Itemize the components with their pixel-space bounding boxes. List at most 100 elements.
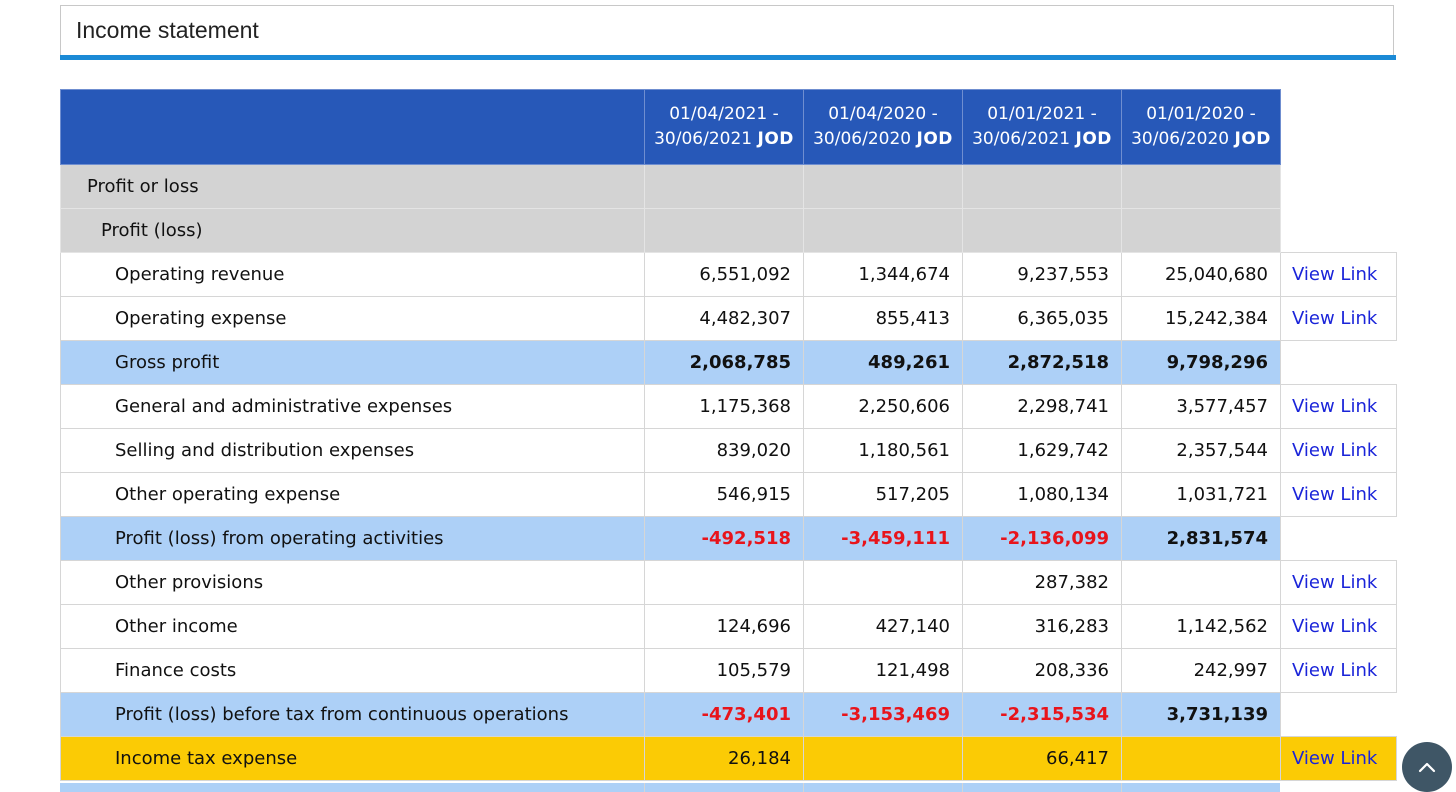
value-cell: -3,153,469 [803, 692, 963, 737]
table-row: Finance costs 105,579 121,498 208,336 242,99… [60, 648, 1397, 693]
value-cell: 1,031,721 [1121, 472, 1281, 517]
view-link[interactable]: View Link [1280, 296, 1397, 341]
table-row: Profit (loss) before tax from continuous… [60, 692, 1397, 737]
view-link[interactable]: View Link [1280, 560, 1397, 605]
view-link[interactable]: View Link [1280, 252, 1397, 297]
value-cell: 4,482,307 [644, 296, 804, 341]
column-header: 01/04/2021 - 30/06/2021 JOD [644, 89, 804, 165]
table-row: Operating revenue 6,551,092 1,344,674 9,237… [60, 252, 1397, 297]
column-header: 01/01/2020 - 30/06/2020 JOD [1121, 89, 1281, 165]
value-cell: 6,551,092 [644, 252, 804, 297]
table-row: General and administrative expenses 1,175… [60, 384, 1397, 429]
value-cell [803, 736, 963, 781]
view-link[interactable]: View Link [1280, 736, 1397, 781]
cell-divider [644, 783, 645, 792]
value-cell: 105,579 [644, 648, 804, 693]
value-cell [1121, 164, 1281, 209]
value-cell: 1,175,368 [644, 384, 804, 429]
value-cell [644, 164, 804, 209]
column-currency: JOD [757, 129, 794, 149]
table-row: Other provisions 287,382 View Link [60, 560, 1397, 605]
value-cell: 66,417 [962, 736, 1122, 781]
column-date-range: 01/01/2020 - 30/06/2020 [1131, 104, 1256, 149]
value-cell: -2,315,534 [962, 692, 1122, 737]
value-cell [803, 208, 963, 253]
column-currency: JOD [916, 129, 953, 149]
value-cell: -473,401 [644, 692, 804, 737]
column-currency: JOD [1075, 129, 1112, 149]
row-label: Profit or loss [60, 164, 645, 209]
scroll-to-top-button[interactable] [1402, 742, 1452, 792]
table-row: Income tax expense 26,184 66,417 View Link [60, 736, 1397, 781]
value-cell: 855,413 [803, 296, 963, 341]
value-cell: 15,242,384 [1121, 296, 1281, 341]
row-label: Selling and distribution expenses [60, 428, 645, 473]
value-cell: 2,068,785 [644, 340, 804, 385]
column-currency: JOD [1234, 129, 1271, 149]
value-cell: 3,731,139 [1121, 692, 1281, 737]
value-cell: 124,696 [644, 604, 804, 649]
value-cell: 2,831,574 [1121, 516, 1281, 561]
value-cell: -492,518 [644, 516, 804, 561]
value-cell: 517,205 [803, 472, 963, 517]
row-label: Other income [60, 604, 645, 649]
value-cell: 839,020 [644, 428, 804, 473]
value-cell: 121,498 [803, 648, 963, 693]
value-cell: 2,357,544 [1121, 428, 1281, 473]
view-link[interactable]: View Link [1280, 472, 1397, 517]
link-empty-cell [1280, 692, 1397, 737]
link-empty-cell [1280, 164, 1397, 209]
income-statement-table: 01/04/2021 - 30/06/2021 JOD 01/04/2020 -… [60, 89, 1397, 781]
section-title: Income statement [76, 17, 259, 43]
view-link[interactable]: View Link [1280, 648, 1397, 693]
value-cell: 546,915 [644, 472, 804, 517]
column-header: 01/01/2021 - 30/06/2021 JOD [962, 89, 1122, 165]
header-blank-cell [1280, 89, 1397, 165]
row-label: Other provisions [60, 560, 645, 605]
cell-divider [1121, 783, 1122, 792]
value-cell [644, 560, 804, 605]
value-cell: 1,180,561 [803, 428, 963, 473]
value-cell: 1,344,674 [803, 252, 963, 297]
value-cell [803, 560, 963, 605]
column-date-range: 01/04/2021 - 30/06/2021 [654, 104, 779, 149]
row-label: Finance costs [60, 648, 645, 693]
value-cell: 2,872,518 [962, 340, 1122, 385]
value-cell: 1,142,562 [1121, 604, 1281, 649]
column-header: 01/04/2020 - 30/06/2020 JOD [803, 89, 963, 165]
view-link[interactable]: View Link [1280, 604, 1397, 649]
value-cell [1121, 736, 1281, 781]
view-link[interactable]: View Link [1280, 428, 1397, 473]
value-cell [644, 208, 804, 253]
value-cell [962, 208, 1122, 253]
table-row: Other operating expense 546,915 517,205 1,0… [60, 472, 1397, 517]
value-cell [1121, 208, 1281, 253]
table-row: Selling and distribution expenses 839,020… [60, 428, 1397, 473]
value-cell: 2,298,741 [962, 384, 1122, 429]
table-row-partial [60, 783, 1280, 792]
value-cell: 316,283 [962, 604, 1122, 649]
value-cell: 242,997 [1121, 648, 1281, 693]
row-label: Gross profit [60, 340, 645, 385]
value-cell: 9,798,296 [1121, 340, 1281, 385]
row-label: Other operating expense [60, 472, 645, 517]
row-label: Operating expense [60, 296, 645, 341]
link-empty-cell [1280, 340, 1397, 385]
cell-divider [803, 783, 804, 792]
row-label: Profit (loss) before tax from continuous… [60, 692, 645, 737]
value-cell: 6,365,035 [962, 296, 1122, 341]
value-cell: 3,577,457 [1121, 384, 1281, 429]
row-label: Profit (loss) from operating activities [60, 516, 645, 561]
value-cell [1121, 560, 1281, 605]
table-row: Profit (loss) from operating activities -… [60, 516, 1397, 561]
row-label: Profit (loss) [60, 208, 645, 253]
value-cell: 208,336 [962, 648, 1122, 693]
link-empty-cell [1280, 208, 1397, 253]
section-divider [60, 55, 1396, 60]
table-row: Gross profit 2,068,785 489,261 2,872,518 9,7… [60, 340, 1397, 385]
row-label: General and administrative expenses [60, 384, 645, 429]
table-row: Profit (loss) [60, 208, 1397, 253]
link-empty-cell [1280, 516, 1397, 561]
view-link[interactable]: View Link [1280, 384, 1397, 429]
value-cell: 287,382 [962, 560, 1122, 605]
